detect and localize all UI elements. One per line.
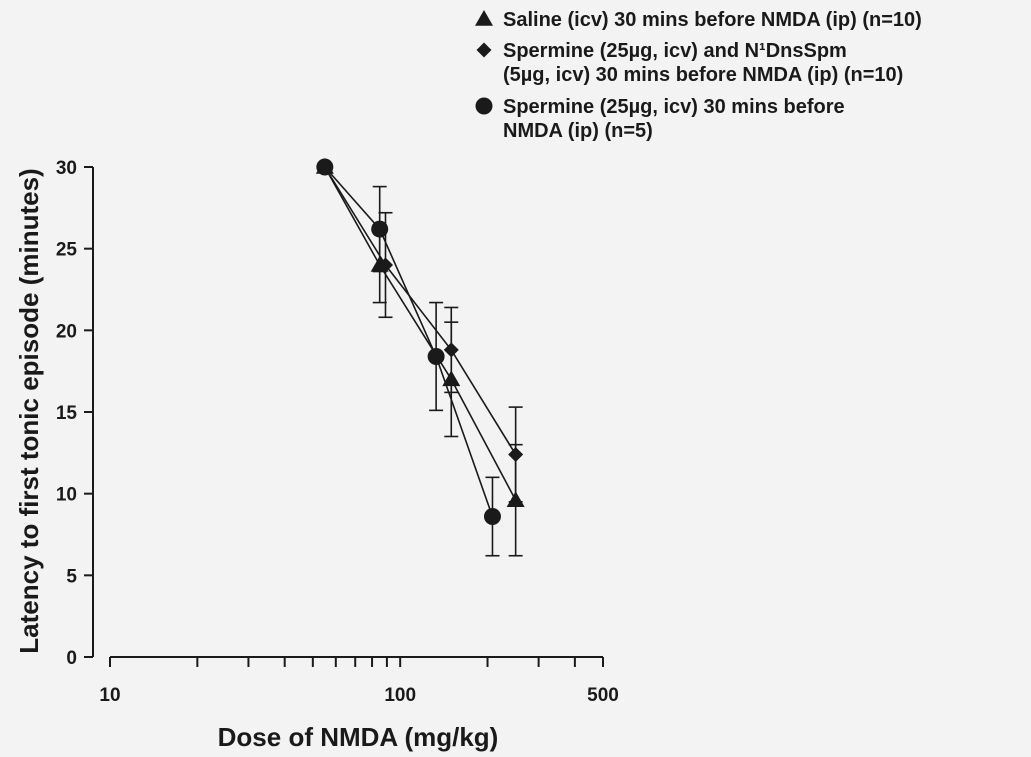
legend-label: (5µg, icv) 30 mins before NMDA (ip) (n=1… <box>503 64 903 86</box>
data-point-circle <box>371 220 389 238</box>
legend-label: Spermine (25µg, icv) 30 mins before <box>503 96 845 118</box>
series-layer <box>315 158 525 557</box>
legend-marker-triangle <box>475 10 493 26</box>
legend-marker-diamond <box>476 42 492 58</box>
y-axis-title: Latency to first tonic episode (minutes) <box>14 168 44 653</box>
y-tick-label: 5 <box>66 566 77 587</box>
y-tick-label: 10 <box>56 485 77 506</box>
data-point-circle <box>316 158 334 176</box>
series-circle <box>316 158 501 557</box>
x-axis-title: Dose of NMDA (mg/kg) <box>218 722 499 752</box>
data-point-diamond <box>377 257 393 273</box>
y-tick-label: 30 <box>56 158 77 179</box>
data-point-circle <box>427 347 445 365</box>
series-line <box>324 166 494 517</box>
x-tick-label: 10 <box>99 685 120 706</box>
axes: 0 5 10 15 20 25 30 10 100 500 <box>56 158 619 706</box>
legend: Saline (icv) 30 mins before NMDA (ip) (n… <box>475 9 922 142</box>
y-tick-label: 0 <box>66 648 77 669</box>
series-line <box>324 166 517 455</box>
legend-label: Spermine (25µg, icv) and N¹DnsSpm <box>503 40 847 62</box>
y-tick-label: 15 <box>56 403 78 424</box>
legend-marker-circle <box>475 97 493 115</box>
data-point-diamond <box>508 446 524 462</box>
x-tick-label: 500 <box>587 685 619 706</box>
series-triangle <box>315 158 525 557</box>
legend-label: Saline (icv) 30 mins before NMDA (ip) (n… <box>503 9 922 31</box>
y-tick-label: 25 <box>56 240 78 261</box>
data-point-circle <box>483 508 501 526</box>
x-tick-label: 100 <box>384 685 416 706</box>
series-line <box>324 166 517 501</box>
y-tick-label: 20 <box>56 321 77 342</box>
data-point-diamond <box>443 342 459 358</box>
legend-label: NMDA (ip) (n=5) <box>503 120 653 142</box>
